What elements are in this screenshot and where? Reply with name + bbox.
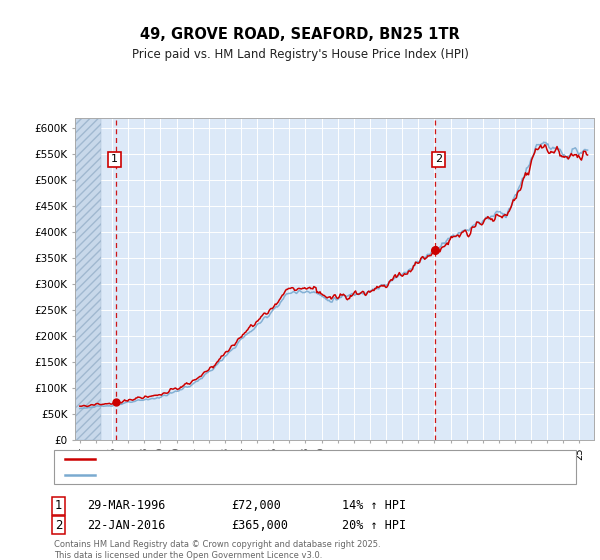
Text: 29-MAR-1996: 29-MAR-1996 [87,499,166,512]
Text: Price paid vs. HM Land Registry's House Price Index (HPI): Price paid vs. HM Land Registry's House … [131,48,469,61]
Text: 2: 2 [55,519,62,532]
Text: £365,000: £365,000 [231,519,288,532]
Text: Contains HM Land Registry data © Crown copyright and database right 2025.
This d: Contains HM Land Registry data © Crown c… [54,539,380,560]
Text: 49, GROVE ROAD, SEAFORD, BN25 1TR (semi-detached house): 49, GROVE ROAD, SEAFORD, BN25 1TR (semi-… [99,454,427,464]
Text: 2: 2 [435,155,442,165]
Bar [72,118,101,440]
Text: 14% ↑ HPI: 14% ↑ HPI [342,499,406,512]
Text: 49, GROVE ROAD, SEAFORD, BN25 1TR: 49, GROVE ROAD, SEAFORD, BN25 1TR [140,27,460,42]
Text: 22-JAN-2016: 22-JAN-2016 [87,519,166,532]
Text: 20% ↑ HPI: 20% ↑ HPI [342,519,406,532]
Text: 1: 1 [111,155,118,165]
Text: 1: 1 [55,499,62,512]
Text: HPI: Average price, semi-detached house, Lewes: HPI: Average price, semi-detached house,… [99,470,353,480]
Text: £72,000: £72,000 [231,499,281,512]
